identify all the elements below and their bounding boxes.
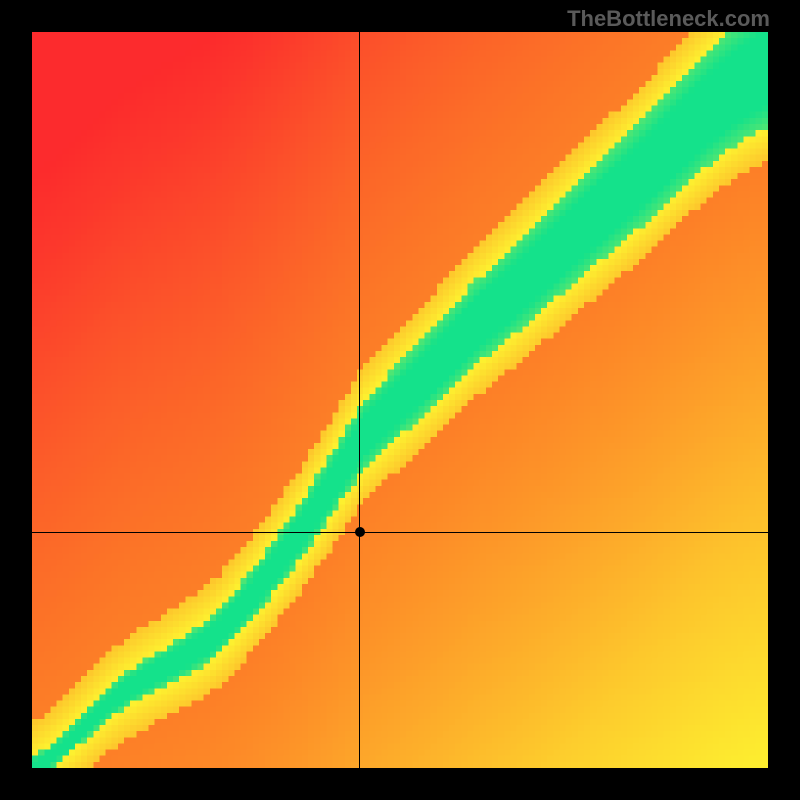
crosshair-vertical	[359, 32, 360, 768]
watermark-text: TheBottleneck.com	[567, 6, 770, 32]
crosshair-horizontal	[32, 532, 768, 533]
plot-area	[32, 32, 768, 768]
bottleneck-heatmap	[32, 32, 768, 768]
crosshair-marker	[355, 527, 365, 537]
chart-container: { "watermark": { "text": "TheBottleneck.…	[0, 0, 800, 800]
